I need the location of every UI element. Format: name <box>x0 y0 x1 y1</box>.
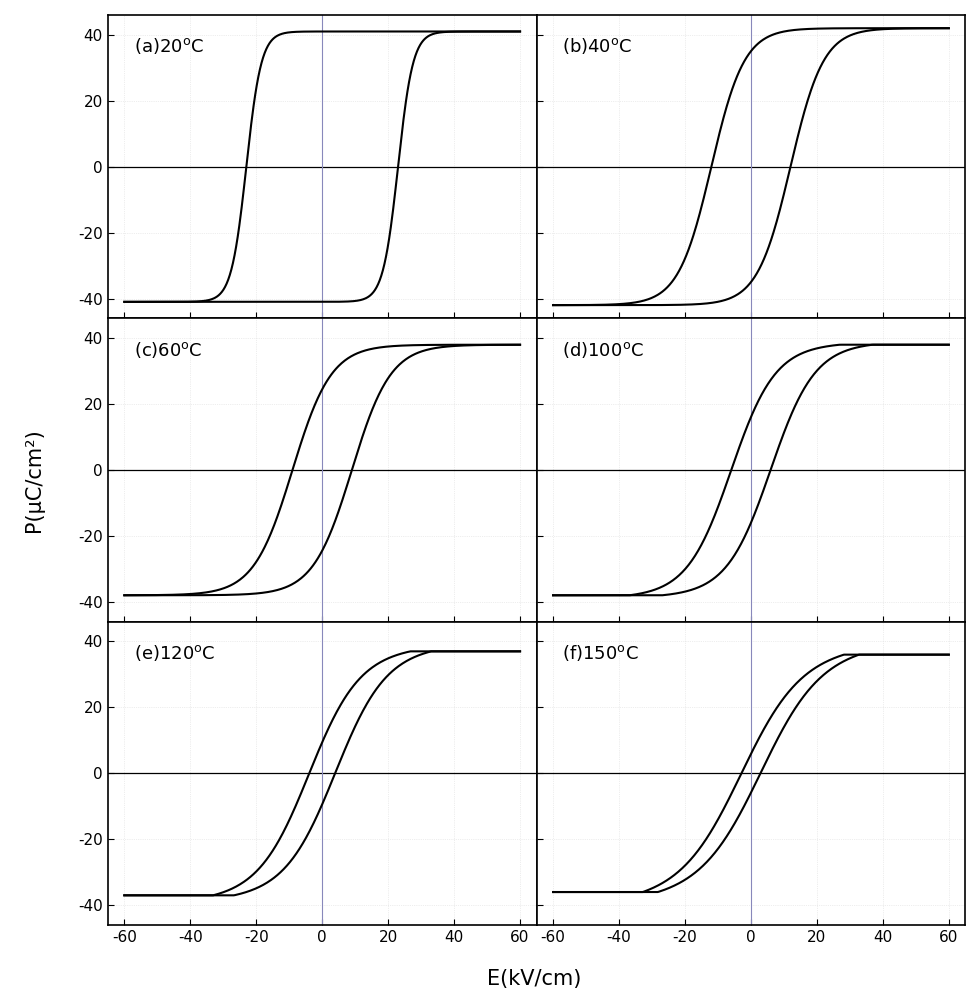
Text: (e)120$^\mathrm{o}$C: (e)120$^\mathrm{o}$C <box>133 643 215 663</box>
Text: (c)60$^\mathrm{o}$C: (c)60$^\mathrm{o}$C <box>133 340 202 360</box>
Text: (d)100$^\mathrm{o}$C: (d)100$^\mathrm{o}$C <box>563 340 644 360</box>
Text: (f)150$^\mathrm{o}$C: (f)150$^\mathrm{o}$C <box>563 643 639 663</box>
Text: E(kV/cm): E(kV/cm) <box>487 969 581 989</box>
Text: (a)20$^\mathrm{o}$C: (a)20$^\mathrm{o}$C <box>133 36 204 56</box>
Text: P(μC/cm²): P(μC/cm²) <box>24 428 44 532</box>
Text: (b)40$^\mathrm{o}$C: (b)40$^\mathrm{o}$C <box>563 36 633 56</box>
